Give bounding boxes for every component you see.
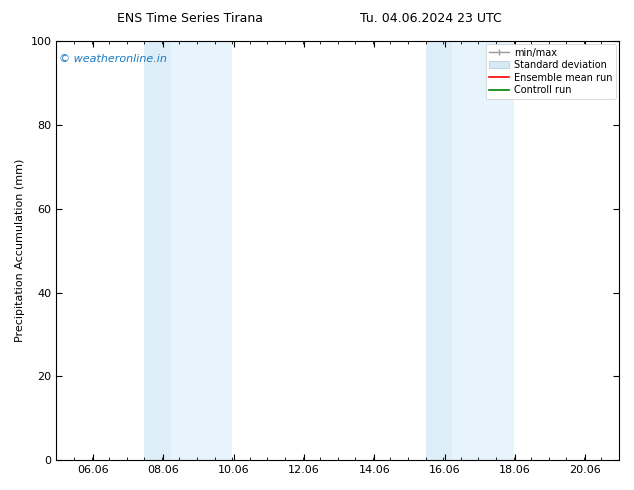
Text: © weatheronline.in: © weatheronline.in	[59, 53, 167, 64]
Bar	[171, 41, 232, 460]
Text: Tu. 04.06.2024 23 UTC: Tu. 04.06.2024 23 UTC	[360, 12, 502, 25]
Bar	[452, 41, 514, 460]
Bar	[145, 41, 171, 460]
Bar	[425, 41, 452, 460]
Text: ENS Time Series Tirana: ENS Time Series Tirana	[117, 12, 263, 25]
Legend: min/max, Standard deviation, Ensemble mean run, Controll run: min/max, Standard deviation, Ensemble me…	[486, 44, 616, 99]
Y-axis label: Precipitation Accumulation (mm): Precipitation Accumulation (mm)	[15, 159, 25, 343]
